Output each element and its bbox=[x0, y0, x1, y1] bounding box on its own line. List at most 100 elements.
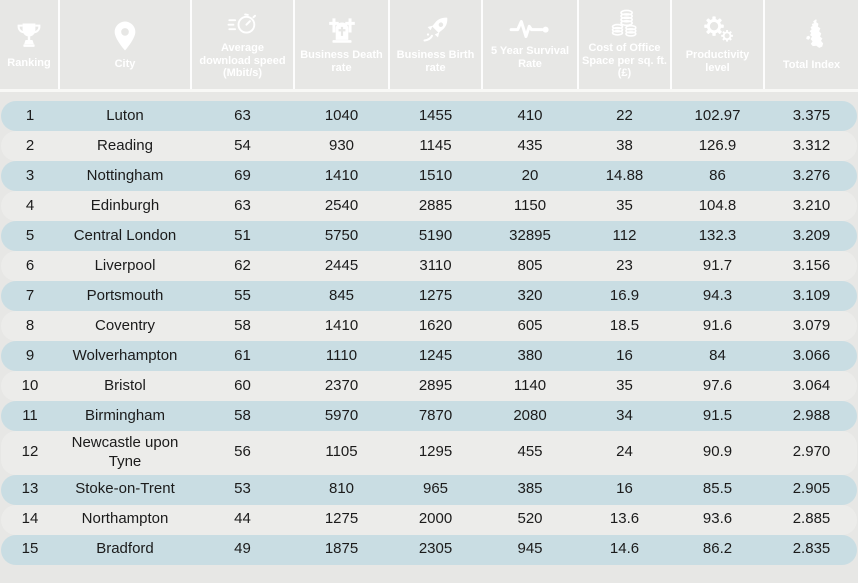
cell-business_death_rate: 1875 bbox=[324, 540, 359, 558]
cell-city: Northampton bbox=[81, 510, 169, 528]
cell-office_space_cost: 16 bbox=[616, 346, 633, 364]
cell-business_birth_rate: 3110 bbox=[419, 256, 452, 274]
table-row: 10 Bristol 60 2370 2895 1140 35 97.6 3.064 bbox=[1, 371, 857, 401]
speedometer-icon bbox=[227, 9, 259, 37]
table-header: Ranking City Average download speed (Mbi… bbox=[0, 0, 858, 92]
cell-total_index: 3.156 bbox=[792, 256, 831, 274]
cell-avg_download_speed: 53 bbox=[234, 480, 251, 498]
cell-avg_download_speed: 69 bbox=[234, 166, 251, 184]
cell-total_index: 2.835 bbox=[792, 540, 831, 558]
cell-business_birth_rate: 1455 bbox=[418, 106, 453, 124]
column-header-label: Productivity level bbox=[685, 49, 750, 74]
cell-avg_download_speed: 61 bbox=[234, 346, 251, 364]
pulse-icon bbox=[509, 18, 551, 40]
gravestones-icon bbox=[325, 14, 359, 44]
cell-total_index: 3.109 bbox=[792, 286, 831, 304]
cell-city: Bristol bbox=[104, 376, 146, 394]
cell-business_death_rate: 2540 bbox=[324, 196, 359, 214]
cell-ranking: 5 bbox=[25, 226, 35, 244]
column-header-five-year-survival: 5 Year Survival Rate bbox=[481, 0, 577, 89]
cell-city: Coventry bbox=[94, 316, 156, 334]
cell-ranking: 6 bbox=[25, 256, 35, 274]
cell-office_space_cost: 35 bbox=[616, 376, 633, 394]
cell-productivity_level: 86 bbox=[709, 166, 726, 184]
cell-business_death_rate: 2370 bbox=[324, 376, 359, 394]
cell-ranking: 7 bbox=[25, 286, 35, 304]
cell-total_index: 3.312 bbox=[792, 136, 831, 154]
cell-avg_download_speed: 58 bbox=[234, 406, 251, 424]
cell-office_space_cost: 34 bbox=[616, 406, 633, 424]
cell-productivity_level: 97.6 bbox=[702, 376, 733, 394]
cell-total_index: 3.079 bbox=[792, 316, 831, 334]
cell-total_index: 2.885 bbox=[792, 510, 831, 528]
cell-office_space_cost: 16.9 bbox=[609, 286, 640, 304]
table-body: 1 Luton 63 1040 1455 410 22 102.97 3.375 2 Reading… bbox=[0, 101, 858, 565]
cell-business_death_rate: 930 bbox=[328, 136, 355, 154]
cell-productivity_level: 91.5 bbox=[702, 406, 733, 424]
table-row: 1 Luton 63 1040 1455 410 22 102.97 3.375 bbox=[1, 101, 857, 131]
table-row: 7 Portsmouth 55 845 1275 320 16.9 94.3 3.109 bbox=[1, 281, 857, 311]
column-header-label: Business Birth rate bbox=[396, 49, 475, 74]
column-header-label: 5 Year Survival Rate bbox=[490, 45, 570, 70]
cell-office_space_cost: 22 bbox=[616, 106, 633, 124]
column-header-label: Business Death rate bbox=[300, 49, 383, 74]
cell-avg_download_speed: 60 bbox=[234, 376, 251, 394]
cell-business_death_rate: 1410 bbox=[324, 166, 359, 184]
cell-five_year_survival_rate: 20 bbox=[521, 166, 539, 184]
cell-city: Reading bbox=[97, 136, 153, 154]
cell-city: Portsmouth bbox=[86, 286, 164, 304]
trophy-icon bbox=[12, 20, 46, 52]
cell-business_death_rate: 1105 bbox=[325, 443, 358, 461]
cell-ranking: 2 bbox=[25, 136, 35, 154]
cell-business_death_rate: 5750 bbox=[324, 226, 359, 244]
column-header-label: Average download speed (Mbit/s) bbox=[199, 41, 286, 80]
cell-productivity_level: 132.3 bbox=[698, 226, 737, 244]
column-header-label: City bbox=[114, 57, 136, 70]
column-header-avg-download-speed: Average download speed (Mbit/s) bbox=[190, 0, 293, 89]
cell-city: Luton bbox=[106, 106, 144, 124]
cell-ranking: 8 bbox=[25, 316, 35, 334]
location-pin-icon bbox=[108, 19, 142, 53]
cell-five_year_survival_rate: 1150 bbox=[513, 196, 547, 214]
table-row: 14 Northampton 44 1275 2000 520 13.6 93.6 2.885 bbox=[1, 504, 857, 535]
cell-ranking: 3 bbox=[25, 166, 35, 184]
cell-office_space_cost: 112 bbox=[612, 226, 637, 244]
cell-five_year_survival_rate: 380 bbox=[517, 346, 543, 364]
cell-city: Central London bbox=[73, 226, 177, 244]
cell-office_space_cost: 14.88 bbox=[605, 166, 644, 184]
cell-five_year_survival_rate: 435 bbox=[517, 136, 543, 154]
cell-productivity_level: 104.8 bbox=[698, 196, 737, 214]
cell-five_year_survival_rate: 520 bbox=[517, 510, 543, 528]
cell-office_space_cost: 13.6 bbox=[609, 510, 640, 528]
cell-business_birth_rate: 2885 bbox=[418, 196, 453, 214]
table-row: 3 Nottingham 69 1410 1510 20 14.88 86 3.276 bbox=[1, 161, 857, 191]
cell-avg_download_speed: 44 bbox=[234, 510, 251, 528]
cell-ranking: 4 bbox=[25, 196, 35, 214]
cell-five_year_survival_rate: 410 bbox=[517, 106, 543, 124]
cell-avg_download_speed: 63 bbox=[234, 106, 251, 124]
cell-city: Liverpool bbox=[94, 256, 156, 274]
cell-avg_download_speed: 55 bbox=[234, 286, 251, 304]
cell-ranking: 1 bbox=[25, 106, 35, 124]
cell-city: Edinburgh bbox=[90, 196, 160, 214]
table-row: 6 Liverpool 62 2445 3110 805 23 91.7 3.156 bbox=[1, 251, 857, 281]
cell-five_year_survival_rate: 385 bbox=[517, 480, 543, 498]
table-row: 15 Bradford 49 1875 2305 945 14.6 86.2 2.835 bbox=[1, 534, 857, 565]
column-header-office-space-cost: Cost of Office Space per sq. ft. (£) bbox=[577, 0, 670, 89]
column-header-label: Total Index bbox=[782, 58, 841, 71]
cell-productivity_level: 90.9 bbox=[702, 443, 733, 461]
cell-productivity_level: 85.5 bbox=[702, 480, 733, 498]
cell-ranking: 12 bbox=[21, 443, 39, 461]
table-row: 4 Edinburgh 63 2540 2885 1150 35 104.8 3.210 bbox=[1, 191, 857, 221]
cell-business_birth_rate: 1145 bbox=[419, 136, 452, 154]
cell-business_birth_rate: 1620 bbox=[418, 316, 453, 334]
cell-city: Bradford bbox=[96, 540, 154, 558]
cell-avg_download_speed: 62 bbox=[234, 256, 251, 274]
cell-business_birth_rate: 2895 bbox=[418, 376, 453, 394]
table-row: 2 Reading 54 930 1145 435 38 126.9 3.312 bbox=[1, 131, 857, 161]
column-header-business-death-rate: Business Death rate bbox=[293, 0, 388, 89]
cell-office_space_cost: 38 bbox=[616, 136, 633, 154]
cell-five_year_survival_rate: 805 bbox=[517, 256, 543, 274]
cell-business_birth_rate: 2305 bbox=[418, 540, 453, 558]
cell-five_year_survival_rate: 320 bbox=[517, 286, 543, 304]
